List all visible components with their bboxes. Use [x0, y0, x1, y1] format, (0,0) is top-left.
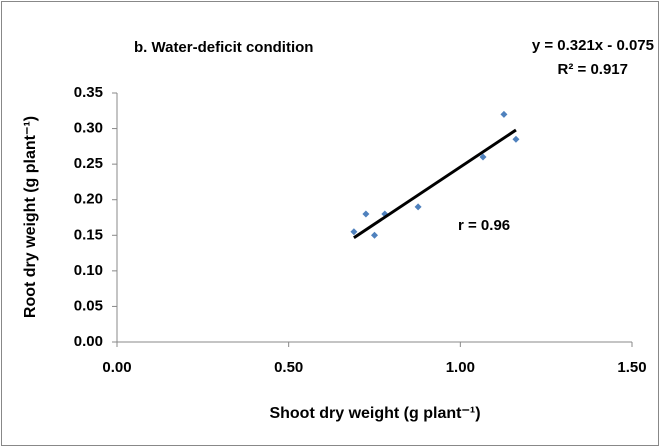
y-axis-label: Root dry weight (g plant⁻¹)	[22, 116, 39, 318]
x-tick-label: 1.50	[617, 359, 646, 376]
point	[500, 110, 508, 118]
x-tick-label: 0.50	[274, 359, 303, 376]
r-squared: R² = 0.917	[558, 61, 628, 78]
correlation: r = 0.96	[458, 217, 510, 234]
trendline	[353, 128, 517, 240]
y-tick-label: 0.25	[74, 155, 103, 172]
point	[362, 210, 370, 218]
y-tick-label: 0.15	[74, 226, 103, 243]
x-axis-label: Shoot dry weight (g plant⁻¹)	[269, 405, 480, 422]
y-tick-label: 0.10	[74, 262, 103, 279]
equation: y = 0.321x - 0.075	[532, 37, 654, 54]
x-tick-label: 1.00	[446, 359, 475, 376]
y-tick-label: 0.20	[74, 191, 103, 208]
point	[350, 228, 358, 236]
y-tick-label: 0.30	[74, 120, 103, 137]
chart-title: b. Water-deficit condition	[134, 39, 313, 56]
y-tick-label: 0.35	[74, 84, 103, 101]
point	[512, 135, 520, 143]
x-tick-label: 0.00	[102, 359, 131, 376]
y-tick-label: 0.00	[74, 333, 103, 350]
point	[371, 231, 378, 239]
point	[479, 153, 487, 161]
point	[414, 203, 422, 211]
y-tick-label: 0.05	[74, 297, 103, 314]
